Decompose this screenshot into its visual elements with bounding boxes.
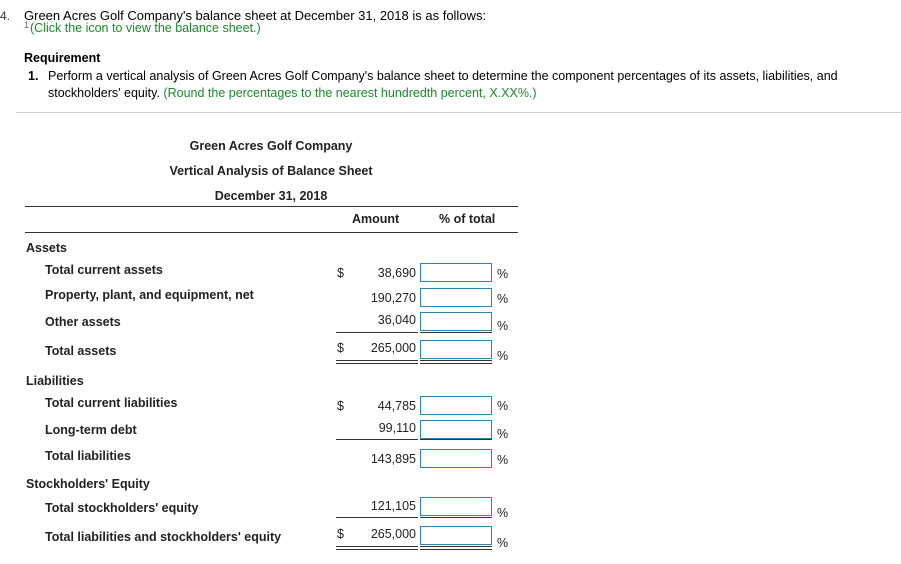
pct-total-double-underline [420,546,492,550]
percent-sign: % [497,292,509,306]
row-label-total-current-liabilities: Total current liabilities [45,396,178,410]
pct-input-total-liabilities-and-equity[interactable] [420,526,492,545]
percent-sign: % [497,453,509,467]
pct-input-long-term-debt[interactable] [420,420,492,439]
equity-section-label: Stockholders' Equity [26,477,150,491]
percent-column-header: % of total [439,212,496,226]
section-divider [16,112,901,113]
pct-input-total-liabilities[interactable] [420,449,492,468]
header-rule [25,232,518,233]
dollar-sign: $ [337,266,344,280]
row-label-long-term-debt: Long-term debt [45,423,137,437]
pct-subtotal-underline [420,517,492,518]
pct-subtotal-underline [420,332,492,333]
dollar-sign: $ [337,341,344,355]
amount-total-liabilities-and-equity: 265,000 [370,527,416,541]
table-top-rule [25,206,518,207]
requirement-heading: Requirement [24,51,101,65]
total-double-underline [336,360,418,364]
balance-sheet-link[interactable]: 1(Click the icon to view the balance she… [24,20,261,35]
subtotal-underline [336,517,418,518]
percent-sign: % [497,427,509,441]
pct-input-total-assets[interactable] [420,340,492,359]
percent-sign: % [497,399,509,413]
company-name: Green Acres Golf Company [189,139,353,153]
pct-input-total-current-liabilities[interactable] [420,396,492,415]
percent-sign: % [497,319,509,333]
row-label-total-stockholders-equity: Total stockholders' equity [45,501,199,515]
footnote-marker: 1 [24,20,30,30]
requirement-item: 1. Perform a vertical analysis of Green A… [28,69,838,83]
percent-sign: % [497,349,509,363]
amount-total-current-liabilities: 44,785 [377,399,416,413]
row-label-total-assets: Total assets [45,344,117,358]
requirement-continuation: stockholders' equity. (Round the percent… [48,86,537,100]
dollar-sign: $ [337,527,344,541]
row-label-ppe-net: Property, plant, and equipment, net [45,288,254,302]
percent-sign: % [497,506,509,520]
row-label-other-assets: Other assets [45,315,121,329]
amount-ppe-net: 190,270 [370,291,416,305]
amount-column-header: Amount [352,212,400,226]
requirement-text-cont: stockholders' equity. [48,86,160,100]
pct-input-other-assets[interactable] [420,312,492,331]
amount-other-assets: 36,040 [377,313,416,327]
requirement-number: 1. [28,69,39,83]
requirement-text: Perform a vertical analysis of Green Acr… [48,69,838,83]
liabilities-section-label: Liabilities [26,374,84,388]
pct-input-ppe-net[interactable] [420,288,492,307]
total-double-underline [336,546,418,550]
amount-long-term-debt: 99,110 [378,421,416,435]
row-label-total-current-assets: Total current assets [45,263,163,277]
pct-subtotal-underline [420,439,492,440]
statement-date: December 31, 2018 [214,189,328,203]
question-text: Green Acres Golf Company's balance sheet… [24,8,487,23]
percent-sign: % [497,267,509,281]
rounding-instruction: (Round the percentages to the nearest hu… [163,86,537,100]
amount-total-current-assets: 38,690 [377,266,416,280]
amount-total-assets: 265,000 [370,341,416,355]
assets-section-label: Assets [26,241,67,255]
amount-total-stockholders-equity: 121,105 [370,499,416,513]
percent-sign: % [497,536,509,550]
dollar-sign: $ [337,399,344,413]
subtotal-underline [336,332,418,333]
amount-total-liabilities: 143,895 [370,452,416,466]
subtotal-underline [336,439,418,440]
row-label-total-liabilities-and-equity: Total liabilities and stockholders' equi… [45,530,282,544]
pct-input-total-current-assets[interactable] [420,263,492,282]
row-label-total-liabilities: Total liabilities [45,449,131,463]
statement-title: Vertical Analysis of Balance Sheet [169,164,373,178]
balance-sheet-link-text[interactable]: (Click the icon to view the balance shee… [30,21,261,35]
question-number: 4. [0,9,11,23]
pct-total-double-underline [420,360,492,364]
pct-input-total-stockholders-equity[interactable] [420,497,492,516]
